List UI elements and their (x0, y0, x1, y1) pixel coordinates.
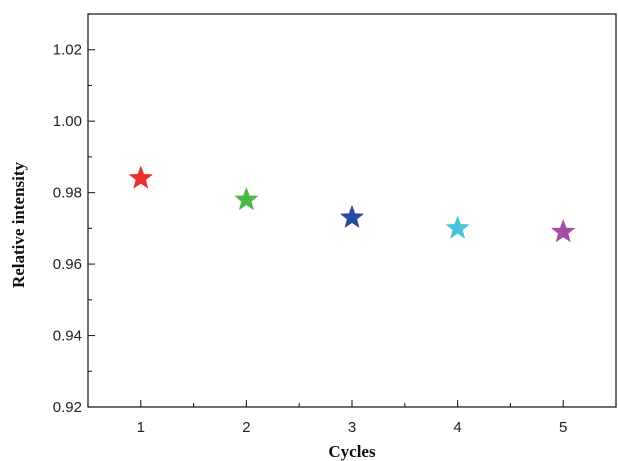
data-points (129, 166, 574, 241)
data-point-star-4 (446, 216, 469, 238)
x-tick-label: 4 (453, 419, 461, 436)
y-tick-label: 1.02 (53, 42, 82, 59)
y-tick-label: 0.96 (53, 256, 82, 273)
data-point-star-2 (235, 188, 258, 210)
x-axis-title: Cycles (328, 442, 376, 461)
y-tick-label: 0.92 (53, 399, 82, 416)
y-axis-ticks: 0.92 0.94 0.96 0.98 1.00 1.02 (53, 14, 95, 416)
x-tick-label: 1 (137, 419, 145, 436)
x-tick-label: 3 (348, 419, 356, 436)
y-tick-label: 0.94 (53, 328, 82, 345)
data-point-star-5 (552, 220, 575, 242)
data-point-star-3 (341, 206, 364, 228)
x-tick-label: 2 (242, 419, 250, 436)
data-point-star-1 (129, 166, 152, 188)
x-tick-label: 5 (559, 419, 567, 436)
y-axis-title: Relative intensity (9, 161, 28, 288)
y-tick-label: 0.98 (53, 185, 82, 202)
x-axis-ticks: 1 2 3 4 5 (88, 400, 616, 436)
y-tick-label: 1.00 (53, 113, 82, 130)
